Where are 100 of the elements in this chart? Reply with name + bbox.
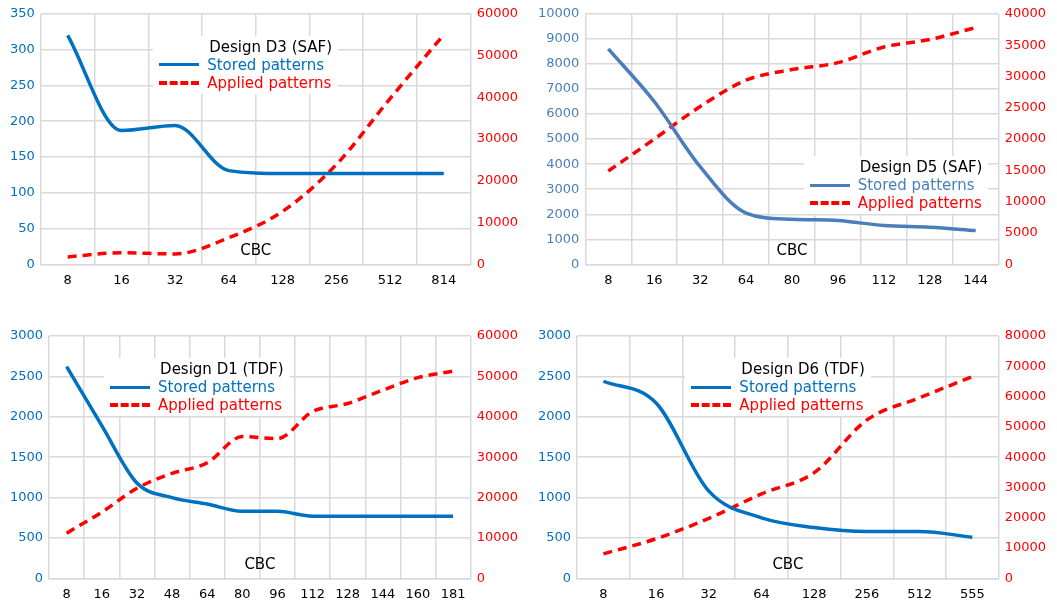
- y-tick-label: 1000: [546, 230, 580, 246]
- y2-tick-label: 30000: [1004, 478, 1046, 494]
- legend-label: Applied patterns: [857, 194, 982, 213]
- y-tick-label: 50: [18, 219, 35, 235]
- y-tick-label: 0: [571, 255, 580, 271]
- y2-tick-label: 50000: [1004, 418, 1046, 434]
- x-tick-label: 128: [270, 271, 296, 287]
- y2-tick-label: 5000: [1004, 224, 1038, 240]
- y-tick-label: 2000: [546, 205, 580, 221]
- y-tick-label: 1500: [9, 448, 44, 464]
- x-tick-label: 64: [737, 271, 755, 287]
- y2-tick-label: 20000: [476, 488, 518, 504]
- x-tick-label: 80: [234, 585, 251, 601]
- y-tick-label: 500: [18, 529, 44, 545]
- y2-tick-label: 0: [1004, 255, 1013, 271]
- y-tick-label: 2500: [9, 367, 44, 383]
- y2-tick-label: 40000: [476, 88, 518, 104]
- y-tick-label: 3000: [9, 327, 44, 343]
- legend-label: Applied patterns: [739, 396, 864, 414]
- y2-tick-label: 60000: [476, 327, 518, 343]
- y2-tick-label: 50000: [476, 46, 518, 62]
- y-tick-label: 500: [546, 529, 572, 545]
- x-tick-label: 512: [907, 585, 933, 601]
- y-tick-label: 1500: [537, 448, 572, 464]
- legend-label: Applied patterns: [207, 73, 332, 92]
- x-tick-label: 814: [431, 271, 457, 287]
- x-tick-label: 128: [335, 585, 361, 601]
- y-tick-label: 0: [562, 569, 572, 585]
- x-tick-label: 32: [700, 585, 718, 601]
- x-tick-label: 64: [220, 271, 238, 287]
- legend-label: Stored patterns: [158, 378, 275, 396]
- x-tick-label: 8: [63, 271, 72, 287]
- y-tick-label: 0: [26, 255, 35, 271]
- x-tick-label: 16: [645, 271, 663, 287]
- y-tick-label: 2500: [537, 367, 572, 383]
- x-tick-label: 16: [113, 271, 130, 287]
- y2-tick-label: 25000: [1004, 99, 1046, 115]
- y-tick-label: 9000: [546, 30, 580, 46]
- x-tick-label: 144: [370, 585, 396, 601]
- y-tick-label: 6000: [546, 105, 580, 121]
- x-tick-label: 16: [93, 585, 111, 601]
- y-tick-label: 10000: [538, 5, 580, 21]
- x-tick-label: 8: [604, 271, 613, 287]
- y2-tick-label: 70000: [1004, 357, 1046, 373]
- legend-title: Design D6 (TDF): [740, 360, 865, 378]
- y2-tick-label: 80000: [1004, 327, 1046, 343]
- legend-label: Stored patterns: [739, 378, 857, 396]
- x-tick-label: 128: [917, 271, 943, 287]
- x-tick-label: 181: [440, 585, 466, 601]
- y2-tick-label: 40000: [1004, 5, 1046, 21]
- legend-label: Stored patterns: [207, 55, 325, 74]
- legend-label: Stored patterns: [857, 176, 975, 195]
- line-series: [65, 33, 446, 176]
- x-tick-label: 144: [963, 271, 989, 287]
- y-tick-label: 8000: [546, 55, 580, 71]
- y-tick-label: 2000: [9, 408, 44, 424]
- y2-tick-label: 60000: [476, 5, 518, 21]
- x-tick-label: 96: [269, 585, 286, 601]
- x-tick-label: 96: [829, 271, 847, 287]
- x-tick-label: 32: [128, 585, 146, 601]
- y-tick-label: 150: [9, 148, 35, 164]
- y2-tick-label: 40000: [1004, 448, 1046, 464]
- y2-tick-label: 35000: [1004, 36, 1046, 52]
- x-tick-label: 512: [377, 271, 403, 287]
- y2-tick-label: 30000: [476, 130, 518, 146]
- x-tick-label: 112: [871, 271, 897, 287]
- y2-tick-label: 60000: [1004, 387, 1046, 403]
- legend-title: Design D3 (SAF): [208, 37, 333, 56]
- y-tick-label: 2000: [537, 408, 572, 424]
- y2-tick-label: 10000: [1004, 539, 1046, 555]
- y-tick-label: 3000: [546, 180, 580, 196]
- y2-tick-label: 30000: [476, 448, 518, 464]
- y-tick-label: 1000: [537, 488, 572, 504]
- y2-tick-label: 20000: [1004, 509, 1046, 525]
- y-tick-label: 1000: [9, 488, 44, 504]
- y2-tick-label: 30000: [1004, 67, 1046, 83]
- x-tick-label: 256: [323, 271, 349, 287]
- x-tick-label: 64: [753, 585, 770, 601]
- x-tick-label: 16: [647, 585, 665, 601]
- x-tick-label: 160: [405, 585, 431, 601]
- y2-tick-label: 20000: [476, 172, 518, 188]
- y-tick-label: 7000: [546, 80, 580, 96]
- x-tick-label: 64: [198, 585, 216, 601]
- y2-tick-label: 10000: [476, 529, 518, 545]
- x-axis-title: CBC: [244, 554, 276, 573]
- x-tick-label: 32: [691, 271, 709, 287]
- y-tick-label: 5000: [546, 130, 580, 146]
- y2-tick-label: 40000: [476, 408, 518, 424]
- y2-tick-label: 15000: [1004, 161, 1046, 177]
- y2-tick-label: 20000: [1004, 130, 1046, 146]
- x-axis-title: CBC: [240, 240, 272, 259]
- legend-title: Design D1 (TDF): [159, 360, 284, 378]
- legend-label: Applied patterns: [158, 396, 283, 414]
- x-tick-label: 80: [783, 271, 801, 287]
- y2-tick-label: 0: [476, 569, 485, 585]
- y-tick-label: 250: [9, 76, 35, 92]
- y-tick-label: 100: [9, 184, 35, 200]
- y-tick-label: 350: [9, 5, 35, 21]
- y2-tick-label: 50000: [476, 367, 518, 383]
- x-tick-label: 112: [300, 585, 325, 601]
